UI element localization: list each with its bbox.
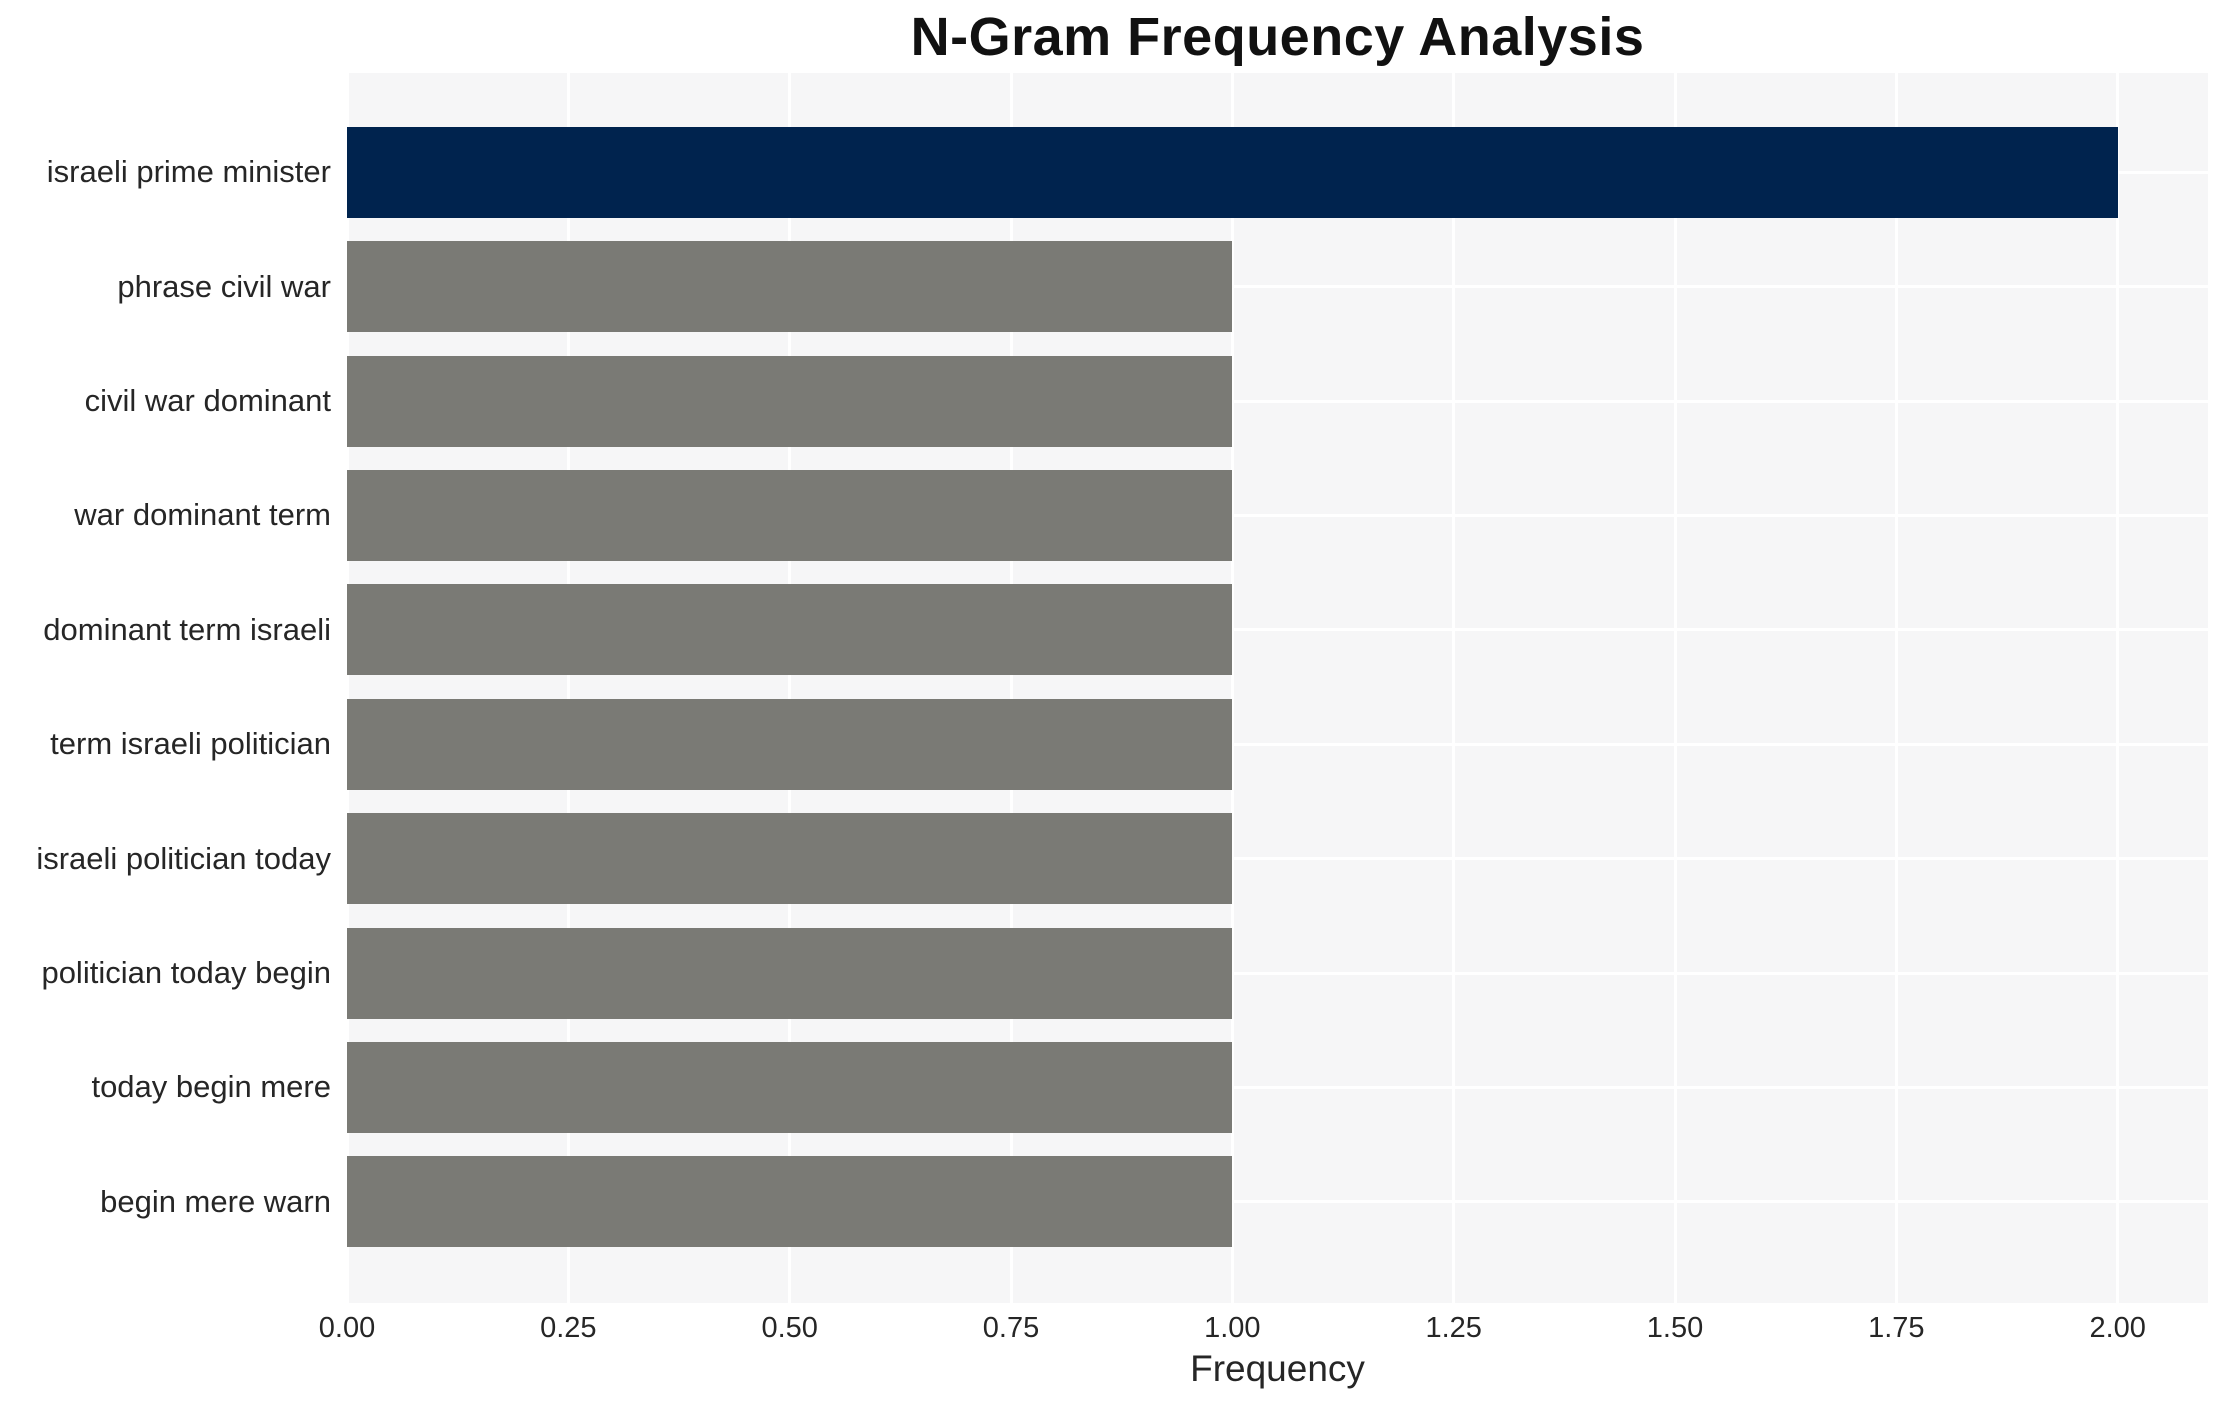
gridline-horizontal (347, 628, 2208, 632)
bar-row (347, 916, 2208, 1030)
x-tick-label: 2.00 (2089, 1312, 2146, 1344)
bar-row (347, 1030, 2208, 1144)
bar-rows (347, 115, 2208, 1259)
chart-title: N-Gram Frequency Analysis (910, 7, 1645, 67)
bar-civil-war-dominant (347, 355, 1233, 447)
x-tick-label: 1.25 (1425, 1312, 1482, 1344)
bar-row (347, 115, 2208, 229)
bar-dominant-term-israeli (347, 584, 1233, 676)
x-axis-label: Frequency (1190, 1348, 1365, 1389)
y-axis-label: phrase civil war (117, 268, 331, 304)
gridline-vertical (1673, 73, 1677, 1303)
gridline-horizontal (347, 513, 2208, 517)
bar-war-dominant-term (347, 469, 1233, 561)
bar-row (347, 229, 2208, 343)
x-tick-label: 0.75 (982, 1312, 1040, 1344)
gridline-horizontal (347, 1085, 2208, 1089)
gridline-horizontal (347, 857, 2208, 861)
bar-row (347, 687, 2208, 801)
gridline-vertical (1230, 73, 1234, 1303)
x-tick-label: 0.00 (318, 1312, 376, 1344)
bar-term-israeli-politician (347, 698, 1233, 790)
y-axis-label: civil war dominant (84, 383, 331, 419)
y-axis-label: begin mere warn (100, 1183, 331, 1219)
x-tick-label: 1.00 (1204, 1312, 1261, 1344)
gridline-horizontal (347, 742, 2208, 746)
bar-israeli-politician-today (347, 813, 1233, 905)
gridline-vertical (1894, 73, 1898, 1303)
y-axis-label: dominant term israeli (43, 611, 331, 647)
y-axis: israeli prime minister phrase civil war ci… (0, 115, 331, 1259)
bar-row (347, 801, 2208, 915)
gridline-vertical (788, 73, 792, 1303)
plot-area (345, 73, 2208, 1303)
y-axis-label: israeli prime minister (46, 154, 331, 190)
bar-row (347, 344, 2208, 458)
x-tick-label: 1.50 (1646, 1312, 1704, 1344)
bar-row (347, 1145, 2208, 1259)
bar-politician-today-begin (347, 927, 1233, 1019)
gridline-vertical (566, 73, 570, 1303)
y-axis-label: term israeli politician (50, 726, 331, 762)
gridline-horizontal (347, 399, 2208, 403)
y-axis-label: israeli politician today (36, 840, 331, 876)
gridline-horizontal (347, 971, 2208, 975)
bar-row (347, 458, 2208, 572)
x-tick-label: 1.75 (1868, 1312, 1925, 1344)
bar-begin-mere-warn (347, 1156, 1233, 1248)
gridline-horizontal (347, 1200, 2208, 1204)
gridline-vertical (1009, 73, 1013, 1303)
bar-phrase-civil-war (347, 241, 1233, 333)
gridline-vertical (345, 73, 349, 1303)
y-axis-label: politician today begin (41, 955, 331, 991)
bar-row (347, 573, 2208, 687)
y-axis-label: war dominant term (74, 497, 331, 533)
gridline-vertical (2116, 73, 2120, 1303)
gridline-vertical (1452, 73, 1456, 1303)
bar-today-begin-mere (347, 1041, 1233, 1133)
y-axis-label: today begin mere (91, 1069, 331, 1105)
x-tick-label: 0.25 (540, 1312, 597, 1344)
x-tick-label: 0.50 (761, 1312, 818, 1344)
bar-israeli-prime-minister (347, 126, 2118, 218)
gridline-horizontal (347, 285, 2208, 289)
